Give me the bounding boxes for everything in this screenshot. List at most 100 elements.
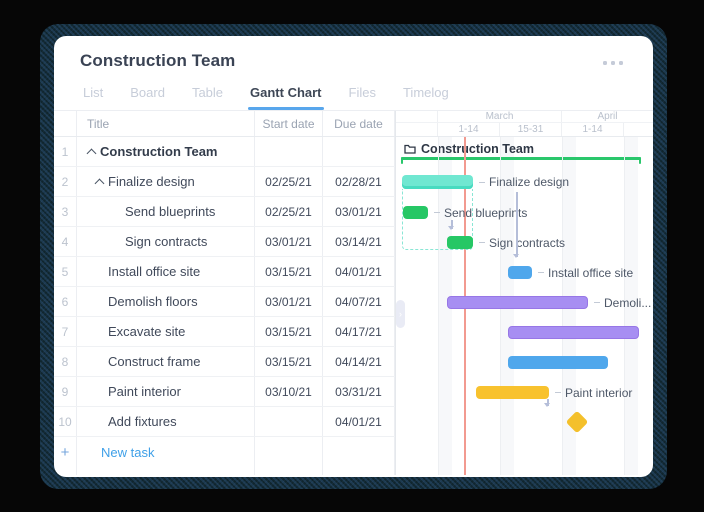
- gantt-bar-label: Sign contracts: [479, 236, 565, 250]
- month-label-april: April: [562, 111, 653, 122]
- task-title: Paint interior: [108, 384, 181, 399]
- window-header: Construction Team List Board Table Gantt Ch…: [54, 36, 653, 110]
- table-row: 1 Construction Team: [54, 137, 395, 167]
- table-row: 10 Add fixtures 04/01/21: [54, 407, 395, 437]
- due-date-cell[interactable]: 02/28/21: [323, 167, 395, 196]
- tab-board[interactable]: Board: [130, 85, 165, 110]
- label-connector: [538, 272, 544, 273]
- weekend-stripe: [624, 137, 638, 475]
- task-table: Title Start date Due date 1 Construction …: [54, 111, 395, 475]
- gantt-bar-label: Install office site: [538, 265, 634, 280]
- range-cell: [624, 123, 653, 136]
- due-date-cell[interactable]: [323, 137, 395, 166]
- ellipsis-icon: [603, 61, 607, 65]
- chevron-right-icon: ›: [399, 309, 402, 319]
- table-row: 2 Finalize design 02/25/21 02/28/21: [54, 167, 395, 197]
- task-title: Finalize design: [108, 174, 195, 189]
- due-date-cell[interactable]: 04/17/21: [323, 317, 395, 346]
- month-label-march: March: [438, 111, 562, 122]
- start-date-cell[interactable]: 02/25/21: [255, 167, 323, 196]
- gantt-bar-finalize-design[interactable]: [402, 175, 473, 189]
- ellipsis-icon: [611, 61, 615, 65]
- due-date-cell[interactable]: 04/14/21: [323, 347, 395, 376]
- task-title-cell[interactable]: Install office site: [77, 257, 255, 286]
- task-title-cell[interactable]: Add fixtures: [77, 407, 255, 436]
- tab-timelog[interactable]: Timelog: [403, 85, 449, 110]
- due-date-column-header[interactable]: Due date: [323, 111, 395, 136]
- gantt-bar-install-office-site[interactable]: [508, 266, 532, 279]
- folder-icon: [404, 144, 416, 154]
- gantt-bar-label-text: Install office site: [548, 265, 634, 280]
- gantt-bar-sign-contracts[interactable]: [447, 236, 473, 249]
- due-date-cell[interactable]: 03/01/21: [323, 197, 395, 226]
- table-row: 8 Construct frame 03/15/21 04/14/21: [54, 347, 395, 377]
- title-column-header[interactable]: Title: [77, 111, 255, 136]
- start-date-cell[interactable]: 03/10/21: [255, 377, 323, 406]
- gantt-project-bar[interactable]: [401, 157, 641, 164]
- task-title: Install office site: [108, 264, 201, 279]
- task-title-cell[interactable]: Excavate site: [77, 317, 255, 346]
- gantt-group-label-text: Construction Team: [421, 142, 534, 156]
- task-title-cell[interactable]: Paint interior: [77, 377, 255, 406]
- plus-icon[interactable]: +: [54, 437, 77, 467]
- table-filler: [54, 467, 395, 475]
- due-date-cell[interactable]: 03/14/21: [323, 227, 395, 256]
- start-date-cell[interactable]: 03/15/21: [255, 317, 323, 346]
- gantt-chart: March April 1-14 15-31 1-14 Construction Te…: [395, 111, 653, 475]
- task-title-cell[interactable]: Finalize design: [77, 167, 255, 196]
- task-title-cell[interactable]: Construct frame: [77, 347, 255, 376]
- row-number: 5: [54, 257, 77, 286]
- ellipsis-icon: [619, 61, 623, 65]
- start-date-cell[interactable]: [255, 407, 323, 436]
- page-title: Construction Team: [80, 51, 236, 70]
- tab-gantt-chart[interactable]: Gantt Chart: [248, 85, 324, 110]
- due-date-cell[interactable]: 04/01/21: [323, 257, 395, 286]
- tab-files[interactable]: Files: [349, 85, 376, 110]
- gantt-bar-construct-frame[interactable]: [508, 356, 608, 369]
- gantt-bar-demolish-floors[interactable]: [447, 296, 588, 309]
- start-date-cell[interactable]: 03/15/21: [255, 257, 323, 286]
- gantt-bar-label-text: Send blueprints: [444, 205, 528, 220]
- more-menu-button[interactable]: [597, 51, 639, 71]
- start-date-cell[interactable]: [255, 137, 323, 166]
- gantt-body: Construction Team Finalize design Send bl…: [396, 137, 653, 475]
- start-date-column-header[interactable]: Start date: [255, 111, 323, 136]
- group-outline-dashed: [402, 189, 473, 250]
- label-connector: [594, 302, 600, 303]
- row-number: 7: [54, 317, 77, 346]
- table-rows: 1 Construction Team 2 Finalize design 02/25/…: [54, 137, 395, 437]
- label-connector: [434, 212, 440, 213]
- gantt-gridline: [438, 137, 439, 475]
- gantt-group-label[interactable]: Construction Team: [404, 142, 534, 156]
- task-title: Add fixtures: [108, 414, 177, 429]
- tab-label: List: [83, 85, 104, 100]
- table-header-row: Title Start date Due date: [54, 111, 395, 137]
- task-title-cell[interactable]: Demolish floors: [77, 287, 255, 316]
- gantt-bar-excavate-site[interactable]: [508, 326, 639, 339]
- range-cell: [396, 123, 438, 136]
- row-number: 10: [54, 407, 77, 436]
- due-date-cell[interactable]: 04/07/21: [323, 287, 395, 316]
- task-title-cell[interactable]: Sign contracts: [77, 227, 255, 256]
- start-date-cell[interactable]: 03/01/21: [255, 287, 323, 316]
- new-task-label[interactable]: New task: [77, 437, 255, 467]
- gantt-bar-paint-interior[interactable]: [476, 386, 549, 399]
- due-date-cell[interactable]: 04/01/21: [323, 407, 395, 436]
- dependency-arrow: [448, 220, 454, 230]
- start-date-cell[interactable]: 02/25/21: [255, 197, 323, 226]
- task-title-cell[interactable]: Send blueprints: [77, 197, 255, 226]
- app-window: Construction Team List Board Table Gantt Ch…: [54, 36, 653, 477]
- tab-list[interactable]: List: [83, 85, 103, 110]
- due-date-cell[interactable]: 03/31/21: [323, 377, 395, 406]
- new-task-due-cell: [323, 437, 395, 467]
- start-date-cell[interactable]: 03/15/21: [255, 347, 323, 376]
- row-number: 8: [54, 347, 77, 376]
- panel-expand-handle[interactable]: ›: [396, 300, 405, 328]
- tab-label: Files: [348, 85, 376, 100]
- new-task-row[interactable]: + New task: [54, 437, 395, 467]
- gantt-bar-send-blueprints[interactable]: [403, 206, 428, 219]
- start-date-cell[interactable]: 03/01/21: [255, 227, 323, 256]
- task-title-cell[interactable]: Construction Team: [77, 137, 255, 166]
- table-row: 9 Paint interior 03/10/21 03/31/21: [54, 377, 395, 407]
- tab-table[interactable]: Table: [192, 85, 223, 110]
